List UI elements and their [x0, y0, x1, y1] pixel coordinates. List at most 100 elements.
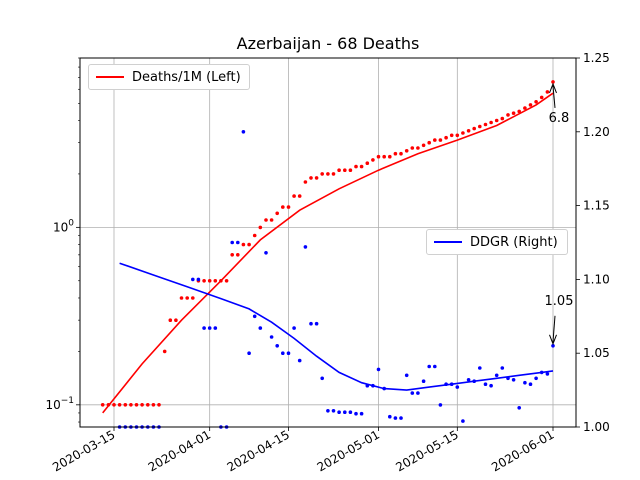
ddgr-point: [236, 240, 240, 245]
deaths-point: [275, 211, 280, 216]
deaths-point: [134, 403, 139, 407]
ddgr-point: [343, 410, 347, 415]
ddgr-point: [264, 251, 268, 255]
ddgr-point: [196, 277, 201, 282]
ddgr-point: [551, 344, 555, 348]
deaths-point: [264, 218, 268, 222]
deaths-point: [224, 279, 229, 283]
chart-title: Azerbaijan - 68 Deaths: [237, 34, 420, 53]
ddgr-point: [500, 366, 505, 370]
deaths-point: [269, 218, 274, 222]
deaths-point: [292, 194, 296, 198]
deaths-point: [359, 164, 364, 169]
ddgr-point: [241, 130, 246, 134]
deaths-point: [337, 168, 341, 172]
ddgr-point: [207, 326, 212, 330]
ddgr-annotation-label: 1.05: [545, 294, 574, 309]
deaths-point: [354, 164, 358, 169]
deaths-point: [207, 279, 212, 283]
ddgr-point: [191, 277, 195, 282]
deaths-point: [399, 151, 403, 156]
ddgr-point: [252, 314, 257, 319]
ddgr-point: [297, 358, 302, 363]
deaths-point: [303, 180, 308, 184]
deaths-point: [162, 349, 167, 354]
deaths-point: [281, 205, 285, 209]
legend-label: Deaths/1M (Left): [132, 69, 241, 85]
deaths-point: [320, 172, 325, 176]
deaths-point: [517, 109, 521, 114]
deaths-point: [371, 158, 375, 162]
ddgr-annotation-arrow: [552, 315, 556, 342]
ddgr-point: [534, 376, 538, 381]
deaths-point: [438, 138, 443, 142]
ddgr-point: [326, 409, 330, 413]
deaths-point: [213, 279, 218, 283]
ddgr-point: [309, 321, 313, 326]
deaths-point: [494, 118, 499, 123]
ddgr-point: [545, 372, 550, 376]
legend-swatch-red: [96, 76, 124, 78]
deaths-point: [286, 205, 291, 209]
y-right-tick-label: 1.25: [583, 51, 610, 65]
ddgr-point: [320, 376, 325, 381]
ddgr-point: [269, 335, 274, 339]
deaths-point: [511, 111, 516, 115]
legend-left: Deaths/1M (Left): [88, 64, 250, 90]
ddgr-point: [539, 370, 544, 375]
ddgr-point: [483, 382, 488, 387]
deaths-trend-line: [102, 92, 554, 414]
ddgr-point: [399, 416, 403, 420]
deaths-point: [472, 126, 477, 131]
deaths-annotation-arrow: [552, 85, 556, 108]
deaths-point: [404, 149, 409, 153]
deaths-point: [112, 403, 116, 407]
ddgr-point: [371, 383, 375, 388]
deaths-point: [545, 90, 550, 94]
deaths-annotation-label: 6.8: [549, 111, 570, 126]
deaths-point: [191, 296, 195, 300]
deaths-point: [252, 233, 257, 238]
deaths-point: [433, 138, 437, 142]
deaths-point: [140, 403, 144, 407]
deaths-point: [416, 146, 420, 150]
deaths-point: [348, 168, 353, 172]
ddgr-point: [416, 391, 420, 395]
ddgr-point: [438, 403, 443, 407]
legend-label: DDGR (Right): [470, 234, 558, 250]
deaths-point: [146, 403, 150, 407]
ddgr-point: [410, 391, 415, 395]
ddgr-point: [281, 351, 285, 356]
ddgr-point: [478, 366, 482, 370]
deaths-point: [500, 116, 505, 121]
ddgr-point: [427, 364, 432, 369]
deaths-point: [382, 154, 387, 159]
ddgr-point: [213, 326, 218, 330]
deaths-point: [455, 133, 460, 138]
deaths-point: [174, 318, 178, 323]
ddgr-point: [202, 326, 206, 330]
deaths-point: [388, 154, 392, 159]
ddgr-point: [337, 410, 341, 415]
deaths-point: [449, 133, 454, 138]
ddgr-point: [382, 386, 387, 391]
deaths-point: [365, 161, 370, 165]
deaths-point: [129, 403, 133, 407]
y-right-tick-label: 1.10: [583, 272, 610, 286]
deaths-point: [123, 403, 128, 407]
ddgr-point: [286, 351, 291, 356]
ddgr-point: [230, 240, 234, 245]
ddgr-point: [511, 378, 516, 382]
deaths-point: [168, 318, 173, 323]
deaths-point: [247, 242, 251, 247]
y-left-tick-label: 10−1: [45, 396, 74, 412]
deaths-point: [528, 103, 533, 107]
y-right-tick-label: 1.00: [583, 420, 610, 434]
deaths-point: [230, 253, 234, 257]
deaths-point: [185, 296, 189, 300]
ddgr-point: [393, 416, 398, 420]
deaths-point: [258, 225, 263, 230]
legend-right: DDGR (Right): [426, 229, 568, 255]
ddgr-point: [472, 379, 477, 384]
ddgr-point: [466, 378, 471, 382]
